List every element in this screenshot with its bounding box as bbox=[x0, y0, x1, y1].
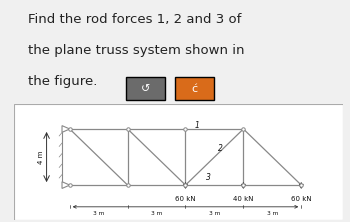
Text: 3 m: 3 m bbox=[267, 211, 278, 216]
Text: 2: 2 bbox=[218, 144, 223, 153]
Text: 4 m: 4 m bbox=[38, 150, 44, 164]
Text: ć: ć bbox=[191, 84, 197, 94]
Polygon shape bbox=[62, 182, 70, 188]
Text: 60 kN: 60 kN bbox=[175, 196, 196, 202]
Text: 1: 1 bbox=[195, 121, 200, 130]
Text: ↺: ↺ bbox=[141, 84, 150, 94]
Text: Find the rod forces 1, 2 and 3 of: Find the rod forces 1, 2 and 3 of bbox=[28, 12, 242, 26]
Text: the figure.: the figure. bbox=[28, 75, 97, 88]
Text: the plane truss system shown in: the plane truss system shown in bbox=[28, 44, 245, 57]
Text: 3 m: 3 m bbox=[93, 211, 104, 216]
Text: 60 kN: 60 kN bbox=[291, 196, 312, 202]
Text: 3 m: 3 m bbox=[209, 211, 220, 216]
FancyBboxPatch shape bbox=[126, 77, 164, 100]
Text: 40 kN: 40 kN bbox=[233, 196, 254, 202]
FancyBboxPatch shape bbox=[14, 104, 343, 220]
Polygon shape bbox=[62, 126, 70, 132]
Text: 3 m: 3 m bbox=[151, 211, 162, 216]
FancyBboxPatch shape bbox=[175, 77, 214, 100]
Text: 3: 3 bbox=[206, 173, 211, 182]
